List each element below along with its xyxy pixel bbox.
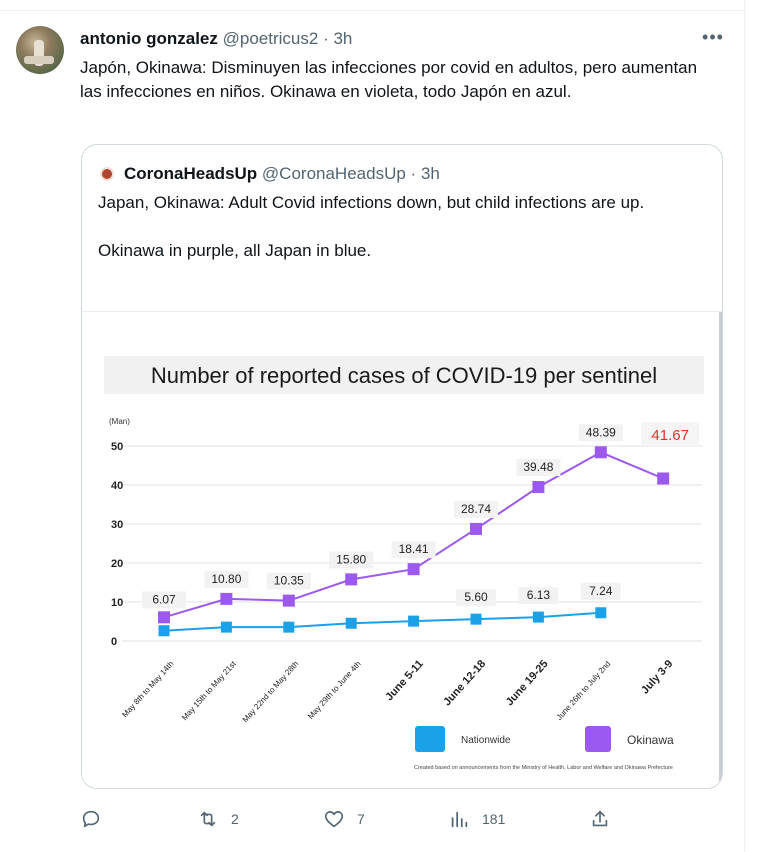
image-edge (719, 312, 722, 788)
okinawa-point-3 (345, 573, 358, 586)
reply-button[interactable] (80, 805, 114, 833)
tweet-header: antonio gonzalez @poetricus2 · 3h (80, 28, 352, 50)
nationwide-point-4 (408, 615, 420, 627)
nationwide-label-bg-6 (518, 587, 559, 605)
nationwide-point-5 (470, 613, 482, 625)
heart-icon (324, 811, 344, 828)
views-count: 181 (482, 811, 506, 827)
okinawa-label-8: 41.67 (651, 427, 689, 444)
chart-title-bg (104, 356, 704, 394)
more-options-icon[interactable]: ••• (702, 27, 724, 47)
views-icon (451, 811, 468, 828)
y-tick-30: 30 (111, 519, 123, 531)
data-labels: 6.07 10.80 10.35 15.80 18.41 28.74 39.48 48.39 4… (142, 422, 700, 609)
covid-chart: Number of reported cases of COVID-19 per… (82, 312, 722, 788)
quoted-author-name[interactable]: CoronaHeadsUp (124, 164, 258, 183)
views-button[interactable]: 181 (448, 805, 505, 833)
chart-title: Number of reported cases of COVID-19 per… (151, 363, 657, 388)
legend-swatch-nationwide (415, 726, 445, 752)
y-tick-20: 20 (111, 558, 123, 570)
retweet-count: 2 (231, 811, 239, 827)
quoted-time[interactable]: 3h (420, 164, 440, 183)
gridlines (122, 445, 702, 642)
avatar-figure (34, 40, 44, 66)
okinawa-label-bg-8 (641, 422, 700, 446)
okinawa-label-bg-3 (329, 551, 374, 569)
okinawa-label-1: 10.80 (211, 572, 241, 586)
legend-label-nationwide: Nationwide (461, 735, 511, 746)
okinawa-label-bg-7 (578, 424, 623, 442)
quoted-author-handle[interactable]: @CoronaHeadsUp (261, 164, 406, 183)
share-icon (592, 810, 608, 827)
okinawa-point-6 (532, 481, 545, 494)
y-tick-0: 0 (111, 636, 117, 648)
source-note: Created based on announcements from the … (414, 765, 673, 771)
okinawa-point-5 (470, 522, 482, 535)
okinawa-label-6: 39.48 (523, 460, 553, 474)
y-tick-10: 10 (111, 597, 123, 609)
legend-swatch-okinawa (585, 726, 611, 752)
quoted-separator: · (410, 164, 417, 183)
okinawa-label-0: 6.07 (152, 592, 176, 606)
quoted-tweet[interactable]: CoronaHeadsUp @CoronaHeadsUp · 3h Japan,… (81, 144, 723, 789)
nationwide-label-bg-7 (580, 582, 621, 600)
tweet-text: Japón, Okinawa: Disminuyen las infeccion… (80, 58, 698, 101)
quoted-header: CoronaHeadsUp @CoronaHeadsUp · 3h (124, 163, 440, 185)
quoted-text: Japan, Okinawa: Adult Covid infections d… (98, 193, 645, 260)
nationwide-point-7 (595, 607, 607, 619)
nationwide-label-5: 5.60 (464, 590, 488, 604)
okinawa-point-8 (657, 472, 670, 485)
like-button[interactable]: 7 (323, 805, 365, 833)
okinawa-label-3: 15.80 (336, 552, 366, 566)
avatar[interactable] (16, 26, 64, 74)
okinawa-label-bg-4 (391, 541, 436, 559)
okinawa-label-7: 48.39 (586, 425, 616, 439)
okinawa-point-2 (282, 594, 295, 607)
okinawa-label-bg-6 (516, 459, 561, 477)
share-button[interactable] (589, 805, 611, 833)
nationwide-point-6 (532, 611, 544, 623)
okinawa-label-5: 28.74 (461, 502, 491, 516)
okinawa-point-1 (220, 592, 233, 605)
retweet-icon (200, 811, 216, 827)
chart-image[interactable]: Number of reported cases of COVID-19 per… (82, 311, 722, 788)
okinawa-label-bg-1 (204, 570, 249, 588)
okinawa-point-0 (158, 611, 170, 624)
nationwide-point-0 (158, 625, 170, 637)
nationwide-label-6: 6.13 (527, 588, 551, 602)
action-bar: 2 7 181 (80, 805, 620, 833)
okinawa-label-4: 18.41 (399, 542, 429, 556)
header-separator: · (323, 29, 329, 48)
retweet-button[interactable]: 2 (197, 805, 239, 833)
okinawa-point-4 (407, 563, 420, 576)
y-tick-40: 40 (111, 480, 123, 492)
okinawa-label-bg-5 (454, 500, 498, 518)
nationwide-point-1 (220, 621, 232, 633)
nationwide-point-2 (283, 621, 295, 633)
okinawa-label-bg-0 (142, 591, 186, 609)
nationwide-label-7: 7.24 (589, 584, 613, 598)
tweet-time[interactable]: 3h (333, 29, 353, 48)
divider (0, 10, 744, 11)
nationwide-line (163, 611, 601, 632)
series-points (158, 446, 670, 637)
okinawa-label-2: 10.35 (274, 574, 304, 588)
nationwide-point-3 (345, 617, 357, 629)
author-name[interactable]: antonio gonzalez (80, 29, 218, 48)
okinawa-point-7 (594, 446, 607, 459)
okinawa-label-bg-2 (266, 572, 311, 590)
reply-icon (82, 810, 100, 828)
avatar-bench (24, 56, 54, 64)
y-axis-unit: (Man) (109, 417, 130, 426)
legend: Nationwide Okinawa (415, 726, 674, 752)
y-tick-50: 50 (111, 441, 123, 453)
y-tick-labels: 0 10 20 30 40 50 (111, 441, 123, 648)
nationwide-label-bg-5 (456, 589, 496, 607)
like-count: 7 (357, 811, 365, 827)
legend-label-okinawa: Okinawa (627, 733, 674, 747)
author-handle[interactable]: @poetricus2 (222, 29, 319, 48)
quoted-avatar[interactable] (100, 167, 114, 181)
